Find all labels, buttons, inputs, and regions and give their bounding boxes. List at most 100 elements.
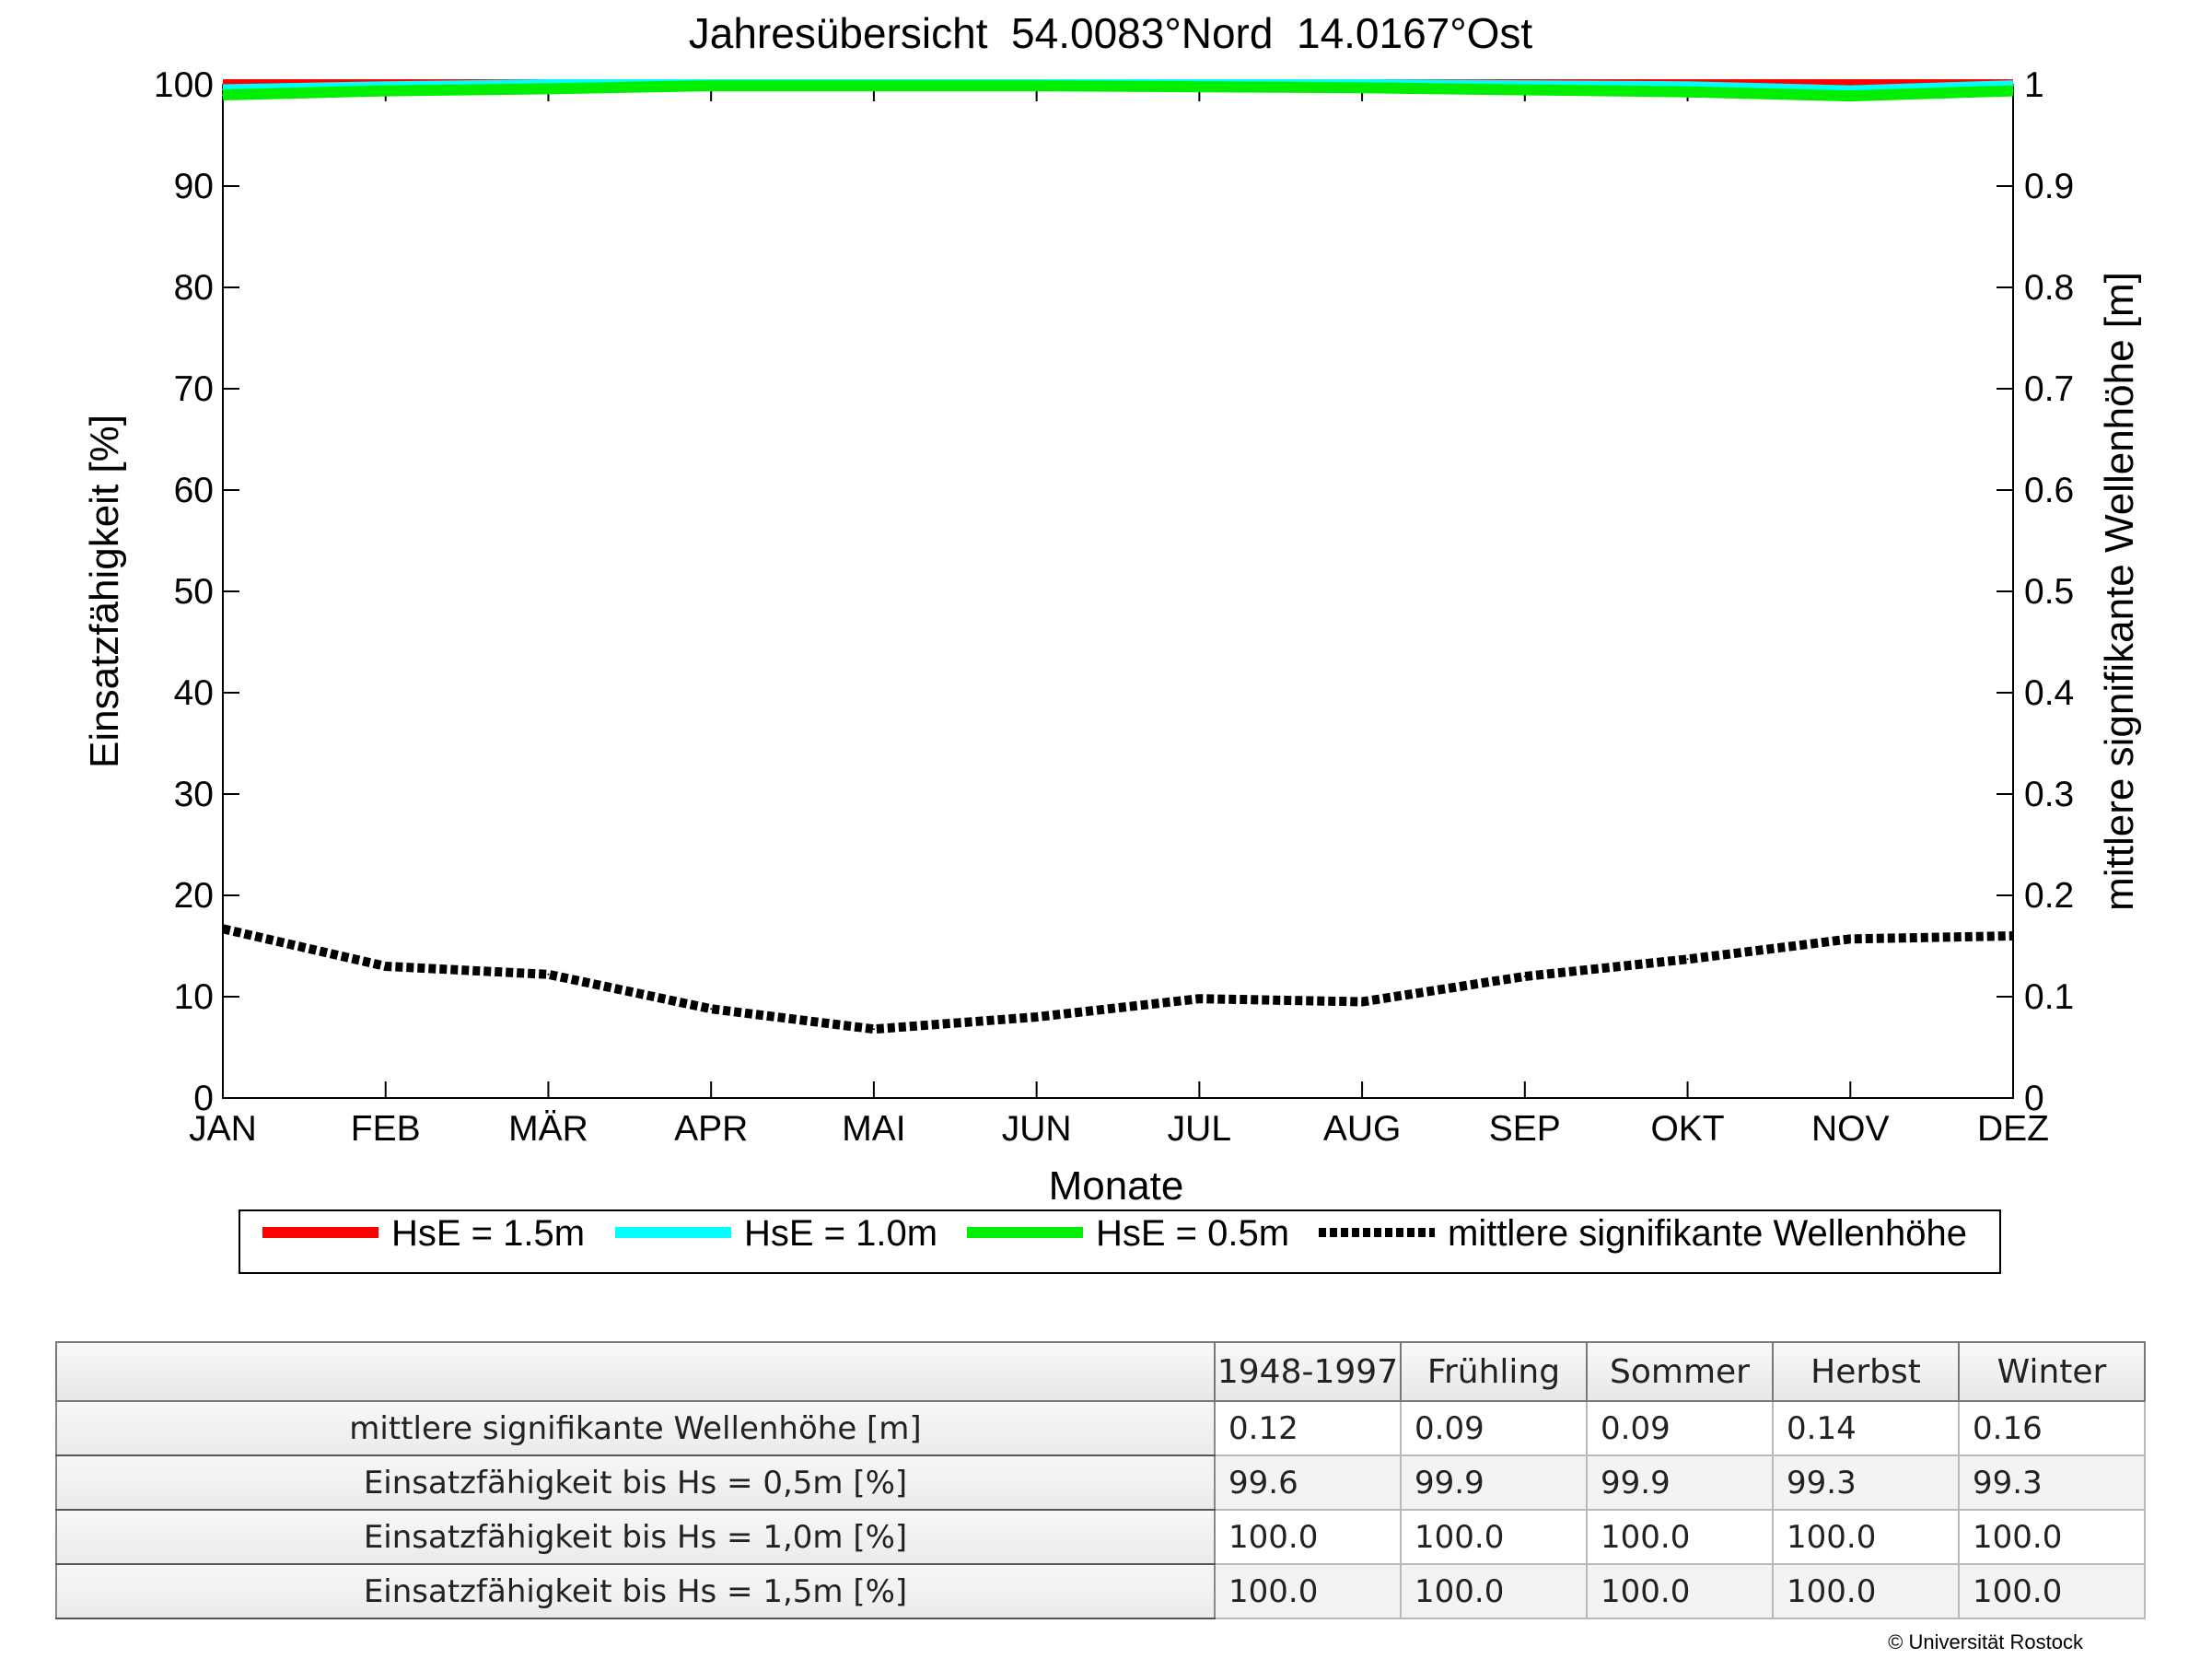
- series-point: [710, 1008, 713, 1011]
- series-point: [222, 928, 224, 930]
- series-point: [1523, 88, 1526, 91]
- table-cell: 100.0: [1958, 1509, 2146, 1565]
- y-tick-label-right: 0.9: [2024, 167, 2074, 206]
- summary-table: 1948-1997 Frühling Sommer Herbst Winter …: [55, 1341, 2146, 1619]
- y-tick-label-right: 0.7: [2024, 369, 2074, 409]
- x-tick-label: JAN: [189, 1109, 257, 1149]
- x-tick-label: OKT: [1650, 1109, 1724, 1149]
- table-header-row: 1948-1997 Frühling Sommer Herbst Winter: [55, 1341, 2146, 1402]
- table-cell: 100.0: [1214, 1563, 1402, 1619]
- y-tick-label-right: 0.8: [2024, 268, 2074, 308]
- table-cell: 0.12: [1214, 1400, 1402, 1456]
- column-header: Herbst: [1772, 1341, 1960, 1402]
- y-tick-label-left: 90: [174, 167, 214, 206]
- y-tick-label-left: 0: [193, 1079, 214, 1118]
- chart: Jahresübersicht 54.0083°Nord 14.0167°Ost…: [82, 9, 2142, 1274]
- legend-box: [239, 1209, 2001, 1274]
- x-tick-label: APR: [674, 1109, 748, 1149]
- chart-title: Jahresübersicht 54.0083°Nord 14.0167°Ost: [689, 9, 1533, 57]
- x-tick-label: AUG: [1323, 1109, 1402, 1149]
- x-axis: JAN FEB MÄR APR MAI JUN JUL AUG SEP OKT NOV DEZ: [189, 85, 2049, 1149]
- y-tick-label-right: 0: [2024, 1079, 2044, 1118]
- x-axis-label: Monate: [1049, 1163, 1184, 1209]
- row-header: Einsatzfähigkeit bis Hs = 0,5m [%]: [55, 1455, 1216, 1511]
- column-header: Winter: [1958, 1341, 2146, 1402]
- y-axis-left: 0 10 20 30 40 50 60 70 80 90 100: [154, 65, 239, 1118]
- series-point: [1361, 1000, 1364, 1003]
- series-point: [1849, 84, 1852, 86]
- series-point: [1686, 958, 1689, 961]
- y-tick-label-right: 0.4: [2024, 673, 2074, 713]
- plot-area: [222, 84, 2014, 1099]
- y-axis-right: 0 0.1 0.2 0.3 0.4 0.5 0.6 0.7 0.8 0.9 1: [1997, 65, 2074, 1118]
- table-cell: 100.0: [1400, 1509, 1588, 1565]
- table-cell: 99.3: [1772, 1455, 1960, 1511]
- table-cell: 99.9: [1400, 1455, 1588, 1511]
- series-point: [710, 85, 713, 88]
- series-point: [222, 94, 224, 96]
- table-row: Einsatzfähigkeit bis Hs = 1,5m [%] 100.0…: [55, 1563, 2146, 1619]
- y-axis-right-label: mittlere signifikante Wellenhöhe [m]: [2097, 272, 2142, 911]
- series-line: [221, 924, 2014, 1034]
- series-point: [2012, 89, 2014, 92]
- table-cell: 100.0: [1958, 1563, 2146, 1619]
- table-cell: 100.0: [1586, 1563, 1774, 1619]
- series-point: [1686, 90, 1689, 93]
- column-header: Frühling: [1400, 1341, 1588, 1402]
- table-corner-cell: [55, 1341, 1216, 1402]
- legend-label: HsE = 0.5m: [1096, 1213, 1289, 1254]
- table-cell: 100.0: [1772, 1563, 1960, 1619]
- x-tick-label: SEP: [1489, 1109, 1561, 1149]
- y-tick-label-left: 70: [174, 369, 214, 409]
- y-tick-label-left: 40: [174, 673, 214, 713]
- table-cell: 0.09: [1586, 1400, 1774, 1456]
- row-header: mittlere signifikante Wellenhöhe [m]: [55, 1400, 1216, 1456]
- y-tick-label-left: 10: [174, 977, 214, 1017]
- y-axis-left-label: Einsatzfähigkeit [%]: [82, 415, 127, 768]
- series-point: [547, 88, 550, 90]
- x-tick-label: MAI: [842, 1109, 905, 1149]
- table-cell: 99.3: [1958, 1455, 2146, 1511]
- table-row: Einsatzfähigkeit bis Hs = 1,0m [%] 100.0…: [55, 1509, 2146, 1565]
- table-cell: 100.0: [1214, 1509, 1402, 1565]
- y-tick-label-right: 0.2: [2024, 876, 2074, 916]
- y-tick-label-left: 30: [174, 775, 214, 814]
- y-tick-label-left: 100: [154, 65, 214, 105]
- table-cell: 99.6: [1214, 1455, 1402, 1511]
- y-tick-label-left: 50: [174, 572, 214, 612]
- x-tick-label: JUL: [1168, 1109, 1231, 1149]
- x-tick-label: JUN: [1002, 1109, 1072, 1149]
- table-row: mittlere signifikante Wellenhöhe [m] 0.1…: [55, 1400, 2146, 1456]
- plot-frame: [222, 84, 2014, 1099]
- series-point: [547, 973, 550, 976]
- y-tick-label-right: 1: [2024, 65, 2044, 105]
- series-point: [1035, 1016, 1038, 1018]
- series-point: [1198, 998, 1201, 1000]
- table-cell: 99.9: [1586, 1455, 1774, 1511]
- row-header: Einsatzfähigkeit bis Hs = 1,0m [%]: [55, 1509, 1216, 1565]
- y-tick-label-left: 60: [174, 471, 214, 510]
- legend: HsE = 1.5m HsE = 1.0m HsE = 0.5m mittlere s…: [239, 1209, 2001, 1274]
- table-cell: 100.0: [1586, 1509, 1774, 1565]
- copyright-notice: © Universität Rostock: [1888, 1630, 2083, 1653]
- table-cell: 100.0: [1772, 1509, 1960, 1565]
- legend-label: HsE = 1.5m: [391, 1213, 585, 1254]
- column-header: Sommer: [1586, 1341, 1774, 1402]
- table-cell: 0.14: [1772, 1400, 1960, 1456]
- table-cell: 0.16: [1958, 1400, 2146, 1456]
- y-tick-label-right: 0.6: [2024, 471, 2074, 510]
- y-tick-label-left: 80: [174, 268, 214, 308]
- y-tick-label-right: 0.1: [2024, 977, 2074, 1017]
- y-tick-label-right: 0.5: [2024, 572, 2074, 612]
- series-line: [222, 80, 2014, 102]
- table-row: Einsatzfähigkeit bis Hs = 0,5m [%] 99.6 …: [55, 1455, 2146, 1511]
- series-point: [2012, 935, 2014, 937]
- x-tick-label: MÄR: [508, 1109, 588, 1149]
- series-point: [1849, 95, 1852, 98]
- series-point: [1523, 976, 1526, 977]
- series-point: [872, 1028, 875, 1031]
- x-tick-label: DEZ: [1977, 1109, 2049, 1149]
- legend-label: HsE = 1.0m: [744, 1213, 937, 1254]
- column-header: 1948-1997: [1214, 1341, 1402, 1402]
- x-tick-label: FEB: [351, 1109, 421, 1149]
